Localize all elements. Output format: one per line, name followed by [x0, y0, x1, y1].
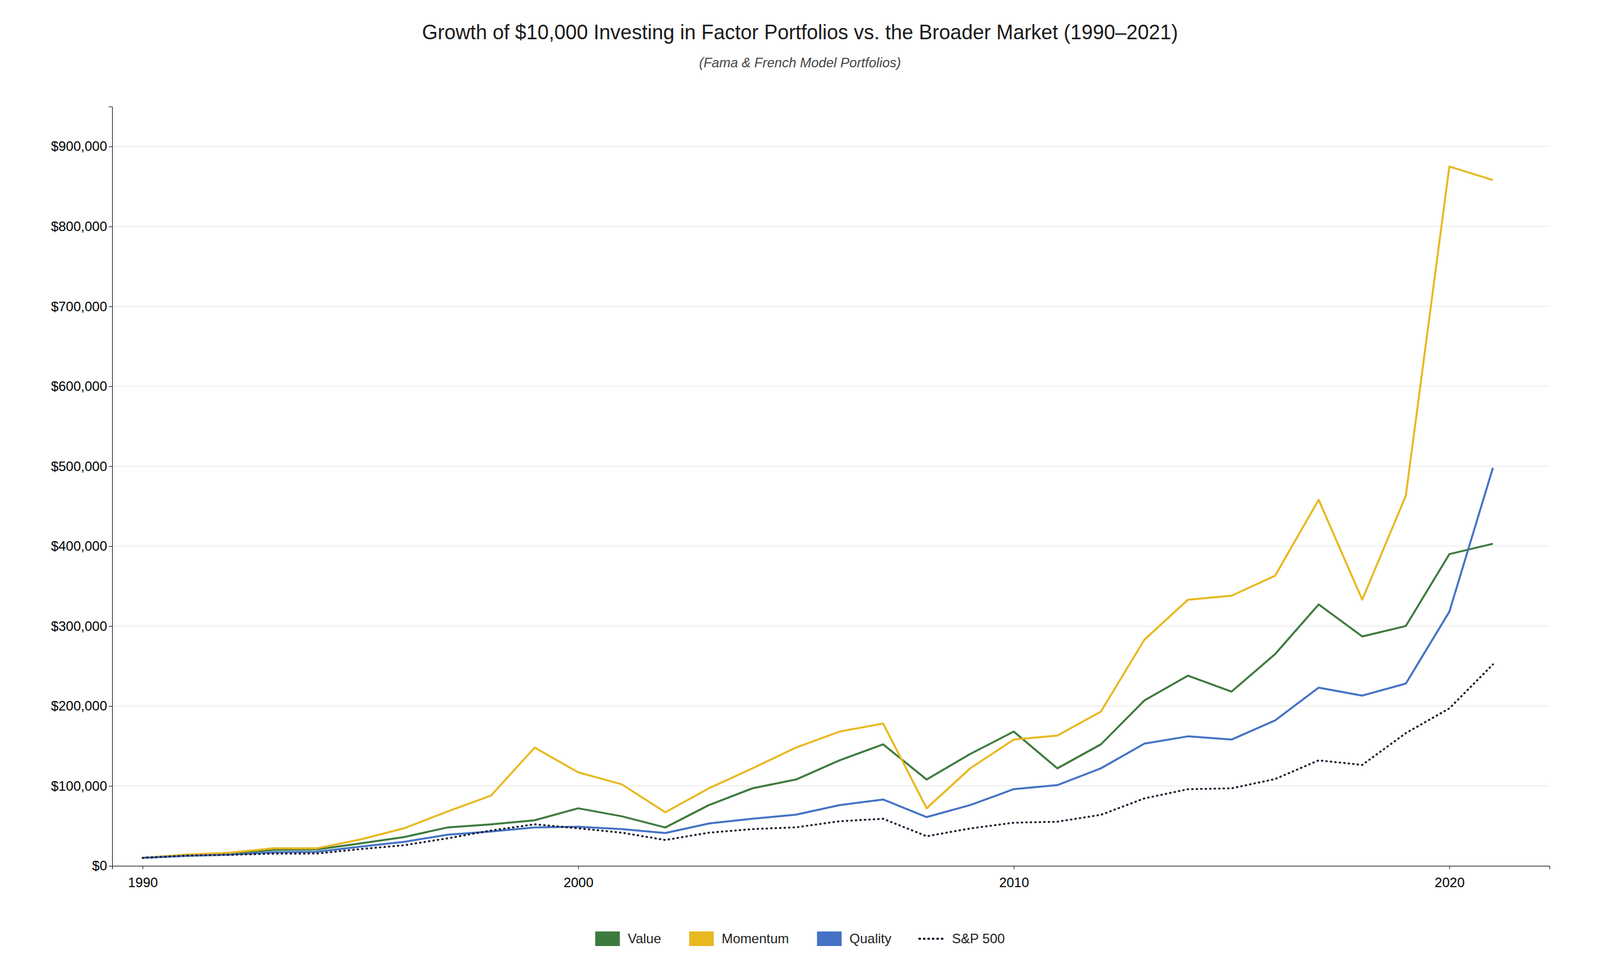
y-tick: $400,000	[51, 538, 113, 554]
x-tick: 1990	[127, 865, 158, 890]
x-tick-mark	[1013, 865, 1015, 869]
legend-label: Quality	[849, 930, 892, 946]
x-tick-label: 1990	[127, 874, 158, 890]
x-tick: 2010	[999, 865, 1029, 890]
y-tick-mark	[108, 386, 113, 387]
legend: Value Momentum Quality S&P 500	[595, 930, 1006, 946]
y-tick: $500,000	[51, 458, 113, 474]
x-tick-mark	[142, 865, 143, 869]
y-tick-label: $400,000	[51, 538, 108, 554]
y-tick: $700,000	[51, 298, 113, 314]
y-tick-mark	[108, 785, 113, 786]
title: Growth of $10,000 Investing in Factor Po…	[422, 20, 1179, 44]
legend-item: Value	[595, 930, 662, 946]
grid-line	[112, 705, 1550, 706]
grid-line	[112, 385, 1550, 387]
grid-line	[112, 465, 1550, 467]
y-tick: $800,000	[51, 218, 113, 234]
grid-line	[112, 625, 1550, 627]
y-tick: $0	[91, 857, 113, 873]
grid-line	[112, 545, 1550, 547]
x-tick-mark	[1449, 865, 1450, 869]
legend-label: S&P 500	[951, 930, 1005, 946]
legend-swatch	[595, 931, 621, 946]
y-tick-mark	[108, 546, 113, 547]
plot: 1990 2000 2010 2020 $0 $100,000 $200,000 $300,0…	[51, 107, 1551, 890]
x-tick-mark	[577, 865, 579, 869]
y-tick-label: $300,000	[51, 618, 108, 634]
y-tick: $600,000	[51, 378, 113, 394]
y-tick-label: $500,000	[51, 458, 108, 474]
legend-swatch	[816, 931, 842, 946]
x-tick-label: 2000	[563, 874, 594, 890]
y-tick-label: $700,000	[51, 298, 108, 314]
legend-swatch	[688, 931, 714, 946]
legend-item: Quality	[816, 930, 892, 946]
y-axis: $0 $100,000 $200,000 $300,000 $400,000 $500,0…	[51, 107, 113, 874]
y-tick: $200,000	[51, 697, 113, 714]
y-tick-mark	[108, 465, 113, 467]
y-tick-label: $0	[91, 857, 108, 873]
y-tick-mark	[108, 705, 113, 707]
x-tick-label: 2010	[999, 874, 1029, 890]
y-tick-mark	[108, 226, 113, 228]
series-line	[142, 166, 1493, 858]
subtitle: (Fama & French Model Portfolios)	[699, 54, 901, 71]
y-tick-label: $200,000	[51, 697, 108, 714]
x-tick-label: 2020	[1434, 874, 1465, 890]
series-line	[142, 467, 1493, 858]
y-axis-line	[108, 107, 113, 867]
chart: Growth of $10,000 Investing in Factor Po…	[0, 0, 1600, 978]
y-tick-label: $600,000	[51, 378, 108, 394]
y-tick-mark	[108, 306, 113, 307]
series-line	[142, 664, 1493, 858]
legend-item: S&P 500	[919, 930, 1005, 946]
y-tick-label: $800,000	[51, 218, 108, 234]
y-tick-mark	[108, 625, 113, 627]
y-tick: $100,000	[51, 778, 113, 794]
y-tick-label: $900,000	[51, 138, 108, 154]
grid-line	[112, 225, 1550, 227]
x-tick: 2000	[563, 865, 594, 890]
y-tick-mark	[108, 865, 113, 867]
legend-item: Momentum	[688, 930, 789, 946]
legend-label: Value	[627, 930, 662, 946]
y-tick-mark	[108, 146, 113, 147]
grid-line	[112, 306, 1550, 307]
grid-line	[112, 785, 1550, 786]
y-tick-label: $100,000	[51, 778, 108, 794]
grid	[112, 146, 1550, 866]
x-tick: 2020	[1434, 865, 1465, 890]
grid-line	[112, 146, 1550, 147]
legend-label: Momentum	[721, 930, 789, 946]
x-axis: 1990 2000 2010 2020	[112, 865, 1551, 890]
lines	[142, 166, 1493, 858]
y-tick: $900,000	[51, 138, 113, 154]
x-axis-line	[112, 866, 1551, 870]
legend-swatch	[919, 937, 945, 940]
y-tick: $300,000	[51, 618, 113, 634]
